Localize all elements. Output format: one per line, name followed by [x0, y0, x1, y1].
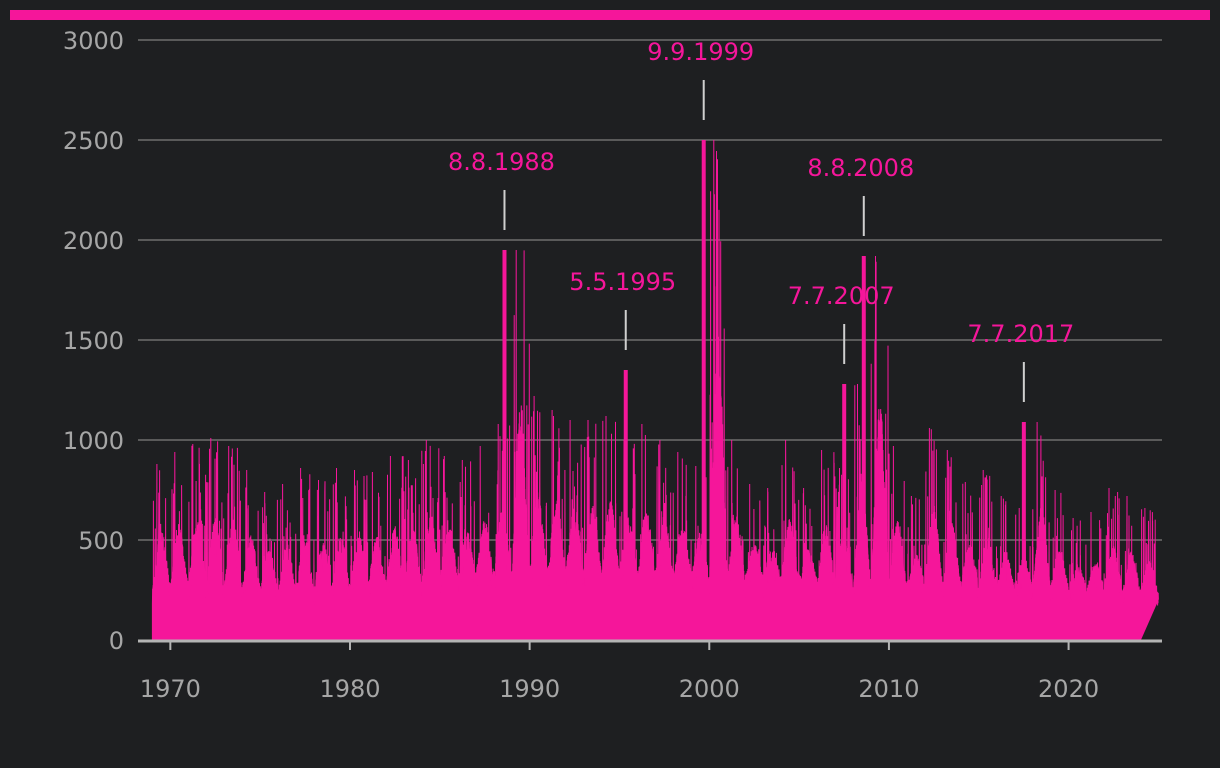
- annotation-label: 7.7.2007: [788, 282, 895, 310]
- annotated-spikes: [502, 140, 1026, 640]
- x-tick-label: 2000: [679, 675, 740, 703]
- y-tick-label: 0: [109, 627, 124, 655]
- y-tick-label: 500: [78, 527, 124, 555]
- y-tick-label: 1500: [63, 327, 124, 355]
- x-tick-label: 1990: [499, 675, 560, 703]
- y-tick-label: 2000: [63, 227, 124, 255]
- x-tick-label: 2010: [858, 675, 919, 703]
- annotation-label: 7.7.2017: [967, 320, 1074, 348]
- y-axis-ticks: 0 500 1000 1500 2000 2500 3000: [63, 27, 124, 655]
- top-accent-bar: [10, 10, 1210, 20]
- annotation-label: 8.8.2008: [807, 154, 914, 182]
- annotation-label: 5.5.1995: [569, 268, 676, 296]
- series-area: [151, 139, 1159, 641]
- annotation-label: 9.9.1999: [647, 38, 754, 66]
- annotation-label: 8.8.1988: [448, 148, 555, 176]
- x-tick-label: 2020: [1038, 675, 1099, 703]
- y-tick-label: 1000: [63, 427, 124, 455]
- x-axis-ticks: 1970 1980 1990 2000 2010 2020: [140, 640, 1099, 703]
- x-tick-label: 1980: [319, 675, 380, 703]
- y-tick-label: 3000: [63, 27, 124, 55]
- y-tick-label: 2500: [63, 127, 124, 155]
- annotations: 8.8.1988 5.5.1995 9.9.1999 7.7.2007 8.8.2008…: [448, 38, 1074, 402]
- x-tick-label: 1970: [140, 675, 201, 703]
